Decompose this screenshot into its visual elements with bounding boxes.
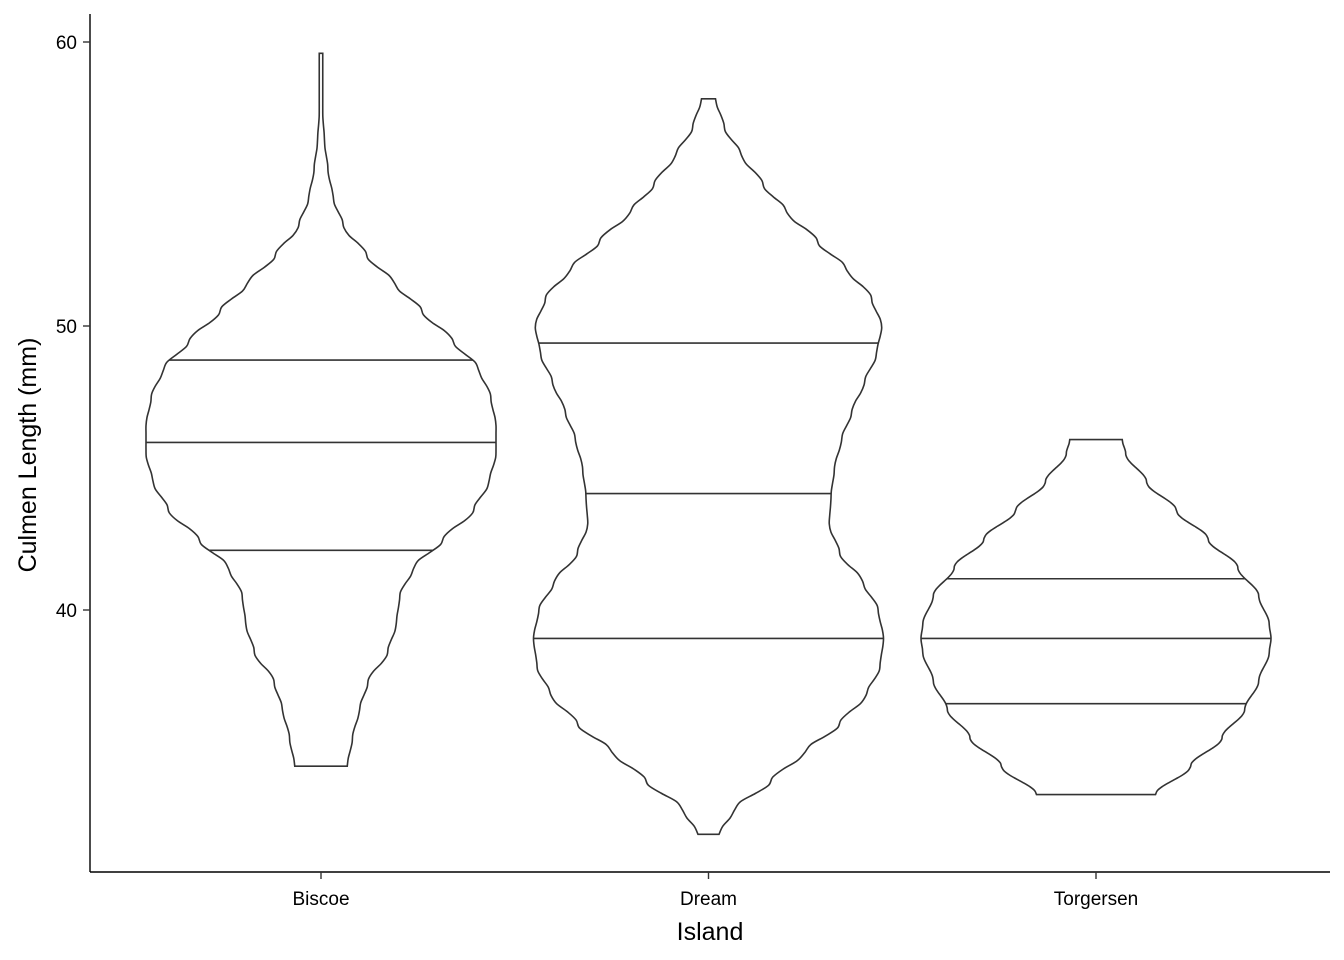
x-tick-label: Biscoe [292,889,349,910]
y-tick-label: 50 [56,317,77,338]
quantile-lines-layer [146,342,1271,705]
y-axis-ticks: 40 50 60 [56,33,90,622]
x-tick-label: Torgersen [1054,889,1139,910]
x-axis-ticks: Biscoe Dream Torgersen [292,872,1138,910]
x-tick-label: Dream [680,889,737,910]
violin-biscoe [145,52,497,767]
y-tick-label: 40 [56,601,77,622]
plot-area [145,52,1272,836]
y-axis-title: Culmen Length (mm) [14,338,42,573]
y-tick-label: 60 [56,33,77,54]
x-axis-title: Island [677,918,744,946]
violins-layer [145,52,1272,836]
violin-dream [532,98,885,836]
violin-torgersen [920,438,1272,796]
